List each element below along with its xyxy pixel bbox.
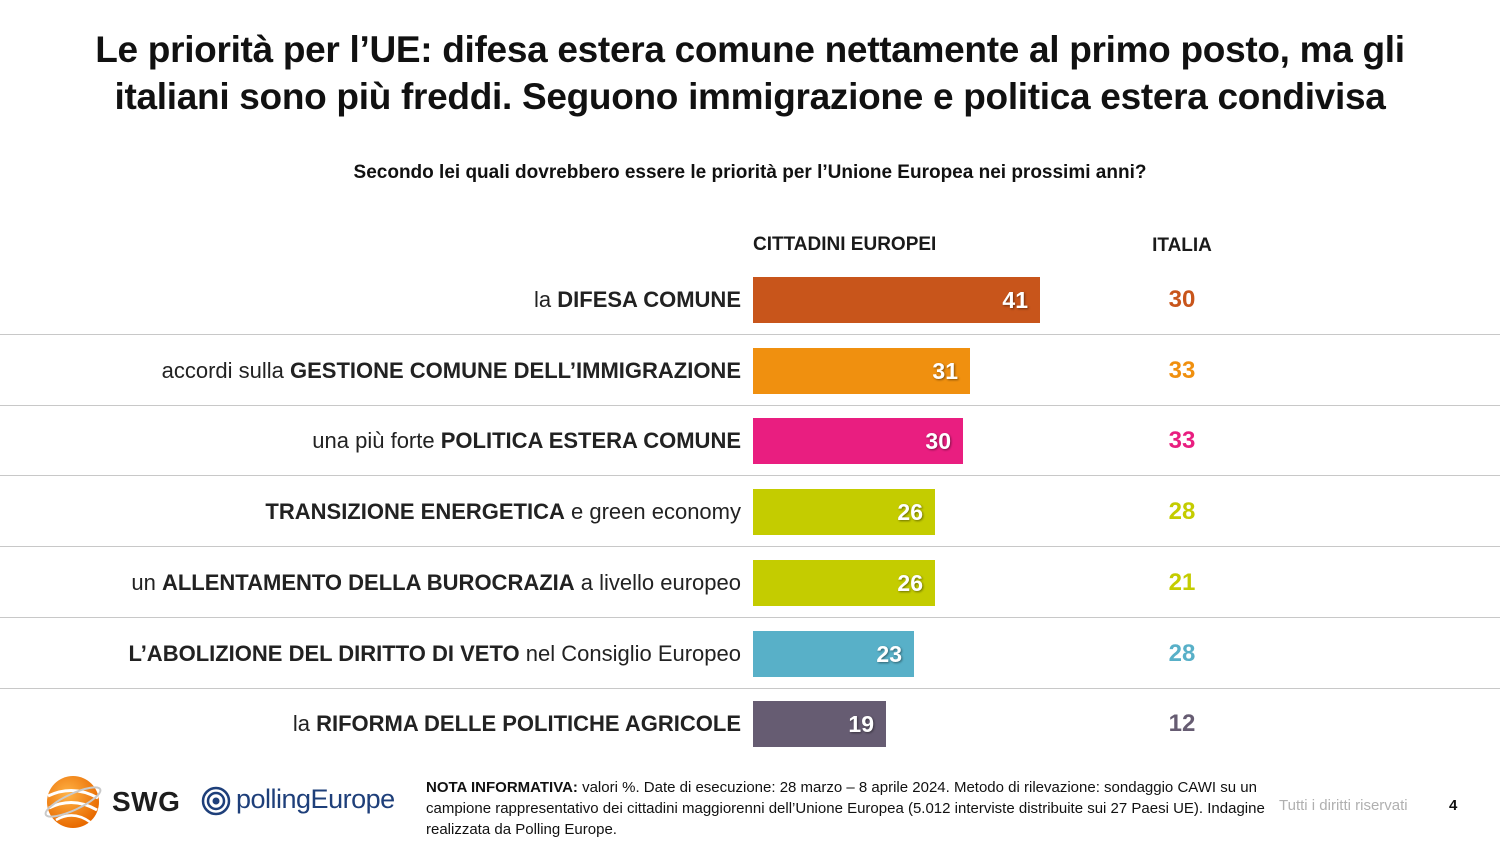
bar-eu: 26 (753, 489, 935, 535)
rights-reserved: Tutti i diritti riservati (1279, 797, 1408, 814)
bar-eu: 26 (753, 560, 935, 606)
italy-value-label: 28 (1168, 640, 1196, 667)
category-label-pre: accordi sulla (161, 358, 290, 383)
note-label: NOTA INFORMATIVA: (426, 779, 578, 796)
category-label-post: nel Consiglio Europeo (519, 641, 741, 666)
italy-value-label: 28 (1168, 498, 1196, 525)
category-label-bold: L’ABOLIZIONE DEL DIRITTO DI VETO (128, 641, 520, 666)
bar-eu: 30 (753, 418, 963, 464)
category-label-bold: RIFORMA DELLE POLITICHE AGRICOLE (316, 711, 741, 736)
row-separator (0, 688, 1500, 689)
chart-row: una più forte POLITICA ESTERA COMUNE 30 33 (0, 406, 1500, 476)
polling-europe-logo-text: pollingEurope (236, 784, 395, 814)
note-text: valori %. Date di esecuzione: 28 marzo –… (426, 779, 1265, 838)
row-separator (0, 546, 1500, 547)
column-header-italy: ITALIA (1152, 235, 1212, 256)
italy-value-label: 30 (1168, 286, 1196, 313)
chart-row: la DIFESA COMUNE 41 30 (0, 265, 1500, 335)
category-label-bold: ALLENTAMENTO DELLA BUROCRAZIA (161, 570, 575, 595)
italy-value-label: 33 (1168, 357, 1196, 384)
italy-value-label: 21 (1168, 569, 1196, 596)
chart-row: la RIFORMA DELLE POLITICHE AGRICOLE 19 12 (0, 689, 1500, 759)
swg-logo-text: SWG (112, 786, 181, 817)
swg-logo-icon (44, 776, 102, 828)
category-label-pre: una più forte (312, 428, 441, 453)
chart-row: un ALLENTAMENTO DELLA BUROCRAZIA a livel… (0, 548, 1500, 618)
italy-value-label: 12 (1168, 710, 1196, 737)
bar-eu: 23 (753, 631, 914, 677)
survey-question: Secondo lei quali dovrebbero essere le p… (353, 162, 1147, 183)
italy-value-label: 33 (1168, 427, 1196, 454)
category-label-bold: DIFESA COMUNE (557, 287, 741, 312)
bar-eu-value-label: 41 (1002, 287, 1028, 313)
category-label: un ALLENTAMENTO DELLA BUROCRAZIA a livel… (131, 548, 741, 618)
category-label-pre: la (292, 711, 317, 736)
category-label: la RIFORMA DELLE POLITICHE AGRICOLE (293, 689, 741, 759)
category-label: TRANSIZIONE ENERGETICA e green economy (265, 477, 741, 547)
bar-eu: 19 (753, 701, 886, 747)
bar-eu: 31 (753, 348, 970, 394)
bar-eu-value-label: 23 (876, 641, 902, 667)
chart-row: accordi sulla GESTIONE COMUNE DELL’IMMIG… (0, 336, 1500, 406)
category-label-post: a livello europeo (574, 570, 741, 595)
bar-eu-value-label: 31 (932, 358, 958, 384)
category-label: accordi sulla GESTIONE COMUNE DELL’IMMIG… (162, 336, 741, 406)
column-header-eu: CITTADINI EUROPEI (753, 234, 937, 255)
category-label: L’ABOLIZIONE DEL DIRITTO DI VETO nel Con… (128, 619, 741, 689)
footer-note: NOTA INFORMATIVA: valori %. Date di esec… (426, 777, 1266, 840)
row-separator (0, 617, 1500, 618)
page-title: Le priorità per l’UE: difesa estera comu… (0, 26, 1500, 120)
category-label-bold: GESTIONE COMUNE DELL’IMMIGRAZIONE (289, 358, 741, 383)
category-label: una più forte POLITICA ESTERA COMUNE (312, 406, 741, 476)
category-label: la DIFESA COMUNE (534, 265, 741, 335)
row-separator (0, 334, 1500, 335)
bar-eu-value-label: 30 (925, 428, 951, 454)
chart-row: L’ABOLIZIONE DEL DIRITTO DI VETO nel Con… (0, 619, 1500, 689)
bar-eu-value-label: 26 (897, 499, 923, 525)
bar-eu-value-label: 19 (848, 711, 874, 737)
row-separator (0, 405, 1500, 406)
polling-europe-logo-icon (201, 786, 231, 816)
category-label-pre: un (131, 570, 162, 595)
chart-row: TRANSIZIONE ENERGETICA e green economy 26… (0, 477, 1500, 547)
category-label-post: e green economy (564, 499, 741, 524)
category-label-bold: TRANSIZIONE ENERGETICA (265, 499, 565, 524)
bar-eu: 41 (753, 277, 1040, 323)
category-label-bold: POLITICA ESTERA COMUNE (440, 428, 741, 453)
category-label-pre: la (534, 287, 558, 312)
title-line-1: Le priorità per l’UE: difesa estera comu… (95, 29, 1405, 70)
bar-eu-value-label: 26 (897, 570, 923, 596)
title-line-2: italiani sono più freddi. Seguono immigr… (114, 76, 1386, 117)
page-number: 4 (1449, 797, 1458, 814)
row-separator (0, 475, 1500, 476)
